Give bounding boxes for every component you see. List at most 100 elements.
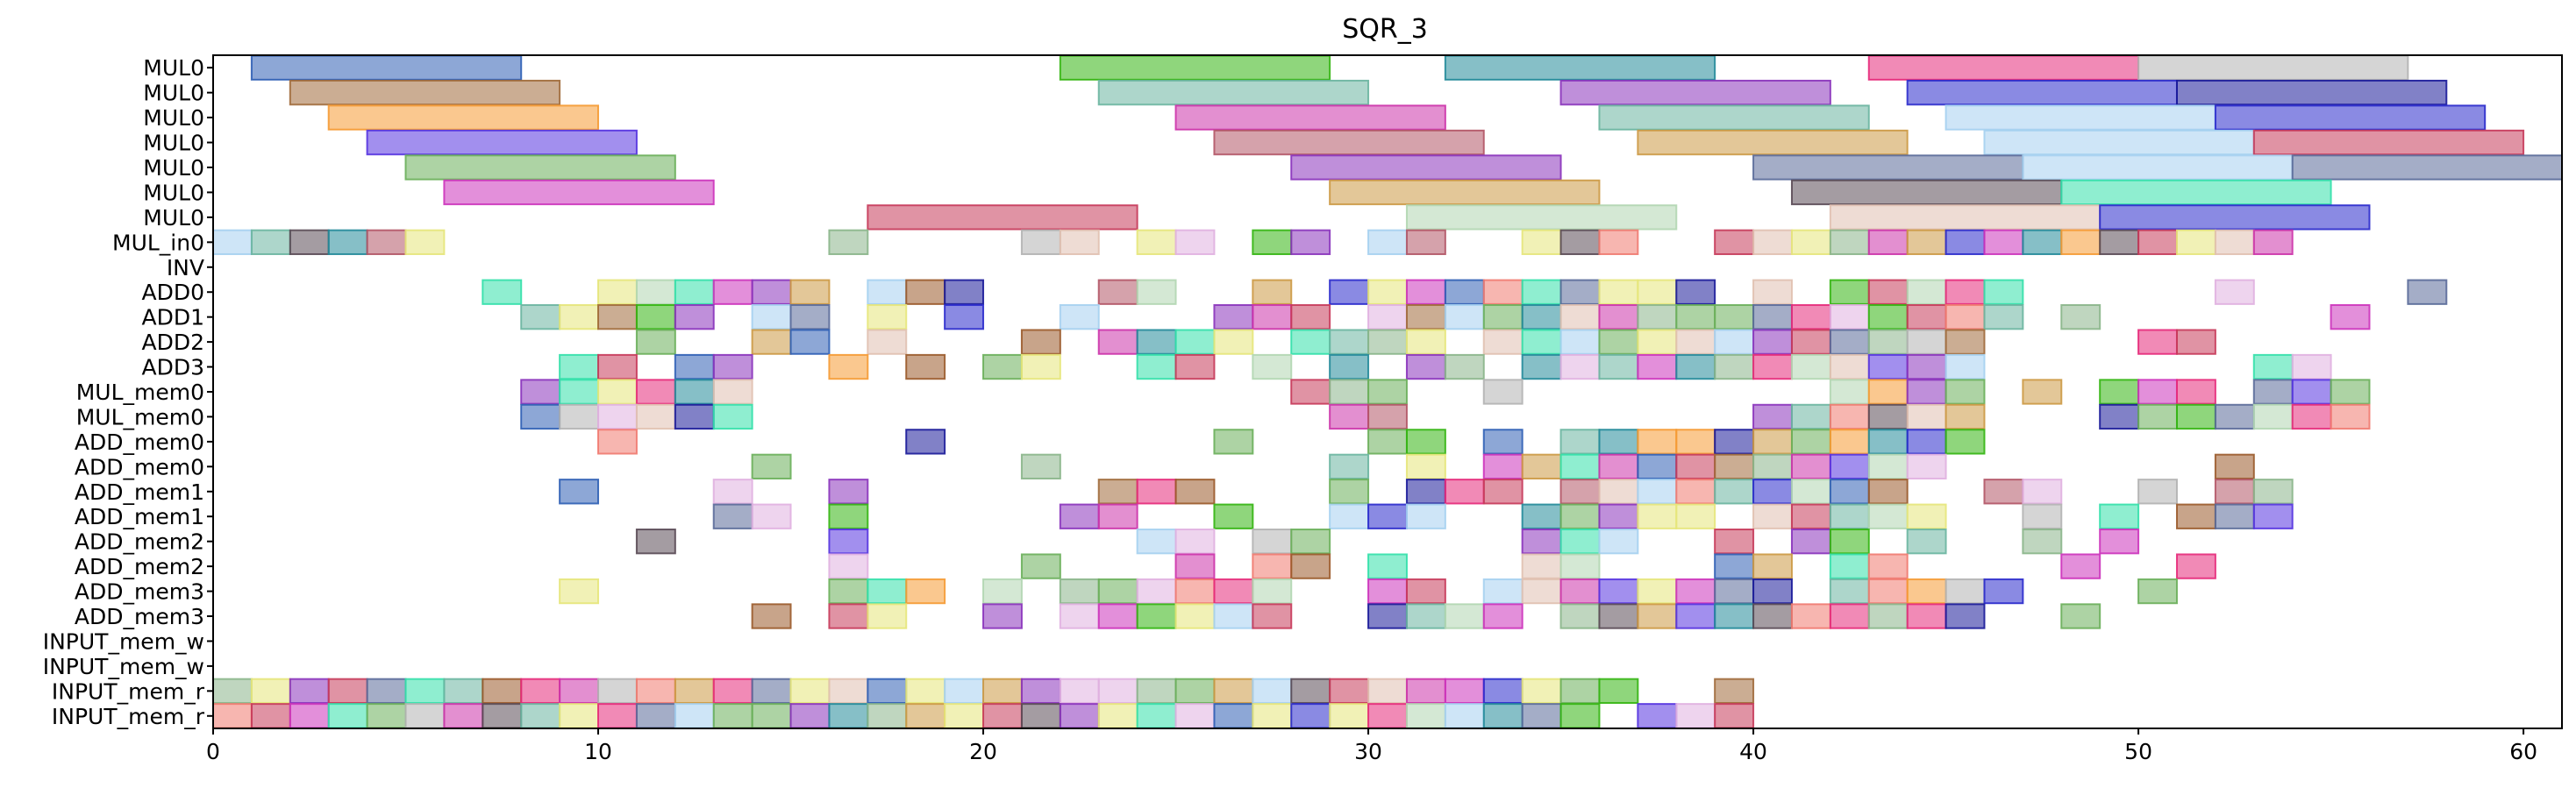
gantt-bar bbox=[597, 353, 638, 380]
gantt-bar bbox=[867, 678, 908, 704]
gantt-bar bbox=[1020, 229, 1061, 255]
gantt-bar bbox=[1405, 479, 1446, 505]
row-label: ADD_mem2 bbox=[75, 554, 204, 579]
gantt-bar bbox=[905, 703, 946, 729]
gantt-bar bbox=[1097, 578, 1138, 605]
gantt-bar bbox=[1559, 603, 1601, 629]
gantt-bar bbox=[1521, 703, 1562, 729]
gantt-bar bbox=[1752, 429, 1793, 455]
gantt-bar bbox=[1637, 503, 1678, 529]
gantt-bar bbox=[2175, 379, 2216, 405]
gantt-bar bbox=[1983, 304, 2024, 330]
gantt-bar bbox=[1020, 678, 1061, 704]
gantt-bar bbox=[1867, 479, 1909, 505]
gantt-bar bbox=[1714, 553, 1755, 579]
gantt-bar bbox=[1059, 229, 1100, 255]
gantt-bar bbox=[1521, 453, 1562, 479]
gantt-bar bbox=[1329, 479, 1370, 505]
gantt-bar bbox=[828, 529, 869, 555]
gantt-bar bbox=[520, 678, 561, 704]
gantt-bar bbox=[1252, 279, 1293, 305]
gantt-bar bbox=[1790, 304, 1831, 330]
gantt-bar bbox=[559, 678, 600, 704]
gantt-bar bbox=[1944, 578, 1986, 605]
gantt-bar bbox=[1405, 329, 1446, 355]
gantt-bar bbox=[1059, 54, 1331, 81]
gantt-bar bbox=[1290, 329, 1331, 355]
x-tick-label: 30 bbox=[1354, 739, 1382, 764]
gantt-bar bbox=[1598, 678, 1639, 704]
x-tick-label: 60 bbox=[2509, 739, 2537, 764]
gantt-bar bbox=[1290, 529, 1331, 555]
gantt-bar bbox=[2060, 229, 2101, 255]
gantt-bar bbox=[1444, 304, 1485, 330]
gantt-bar bbox=[1983, 229, 2024, 255]
gantt-bar bbox=[559, 353, 600, 380]
gantt-bar bbox=[327, 104, 600, 131]
gantt-bar bbox=[2137, 479, 2178, 505]
row-label: ADD_mem3 bbox=[75, 604, 204, 629]
gantt-bar bbox=[1174, 479, 1216, 505]
gantt-bar bbox=[674, 403, 715, 430]
gantt-bar bbox=[1020, 353, 1061, 380]
gantt-bar bbox=[1944, 403, 1986, 430]
gantt-bar bbox=[2022, 479, 2063, 505]
gantt-bar bbox=[1290, 304, 1331, 330]
gantt-bar bbox=[751, 503, 792, 529]
gantt-bar bbox=[2175, 80, 2448, 106]
gantt-bar bbox=[1944, 329, 1986, 355]
gantt-bar bbox=[2022, 379, 2063, 405]
gantt-bar bbox=[1752, 603, 1793, 629]
gantt-bar bbox=[1829, 229, 1870, 255]
gantt-bar bbox=[635, 304, 676, 330]
gantt-bar bbox=[1906, 229, 1947, 255]
gantt-bar bbox=[867, 703, 908, 729]
gantt-bar bbox=[1559, 353, 1601, 380]
row-label: MUL0 bbox=[143, 55, 204, 81]
gantt-bar bbox=[1252, 678, 1293, 704]
gantt-bar bbox=[2214, 503, 2255, 529]
gantt-bar bbox=[1097, 703, 1138, 729]
gantt-bar bbox=[1790, 453, 1831, 479]
gantt-bar bbox=[1329, 678, 1370, 704]
gantt-bar bbox=[1675, 479, 1716, 505]
gantt-bar bbox=[2099, 503, 2140, 529]
gantt-bar bbox=[2291, 379, 2332, 405]
gantt-bar bbox=[712, 279, 753, 305]
gantt-bar bbox=[289, 678, 330, 704]
gantt-bar bbox=[2137, 229, 2178, 255]
gantt-bar bbox=[905, 678, 946, 704]
gantt-bar bbox=[559, 578, 600, 605]
gantt-bar bbox=[1598, 304, 1639, 330]
gantt-bar bbox=[1405, 678, 1446, 704]
gantt-bar bbox=[212, 229, 253, 255]
gantt-bar bbox=[905, 353, 946, 380]
gantt-bar bbox=[1867, 353, 1909, 380]
gantt-bar bbox=[1829, 403, 1870, 430]
gantt-bar bbox=[1482, 703, 1523, 729]
gantt-bar bbox=[1790, 603, 1831, 629]
gantt-bar bbox=[1559, 503, 1601, 529]
row-label: ADD1 bbox=[141, 305, 204, 330]
row-label: INPUT_mem_w bbox=[43, 628, 204, 654]
gantt-bar bbox=[828, 503, 869, 529]
gantt-bar bbox=[1521, 529, 1562, 555]
gantt-bar bbox=[1790, 429, 1831, 455]
gantt-bar bbox=[635, 329, 676, 355]
gantt-bar bbox=[1906, 603, 1947, 629]
gantt-bar bbox=[1867, 603, 1909, 629]
gantt-bar bbox=[1906, 353, 1947, 380]
gantt-bar bbox=[1020, 329, 1061, 355]
gantt-bar bbox=[289, 229, 330, 255]
gantt-bar bbox=[1675, 353, 1716, 380]
gantt-bar bbox=[712, 379, 753, 405]
gantt-bar bbox=[1944, 229, 1986, 255]
gantt-bar bbox=[1829, 304, 1870, 330]
gantt-bar bbox=[867, 204, 1138, 231]
gantt-bar bbox=[1213, 603, 1254, 629]
gantt-bar bbox=[1983, 129, 2255, 156]
gantt-bar bbox=[1136, 479, 1177, 505]
gantt-bar bbox=[1867, 578, 1909, 605]
gantt-bar bbox=[1906, 279, 1947, 305]
gantt-bar bbox=[1983, 578, 2024, 605]
